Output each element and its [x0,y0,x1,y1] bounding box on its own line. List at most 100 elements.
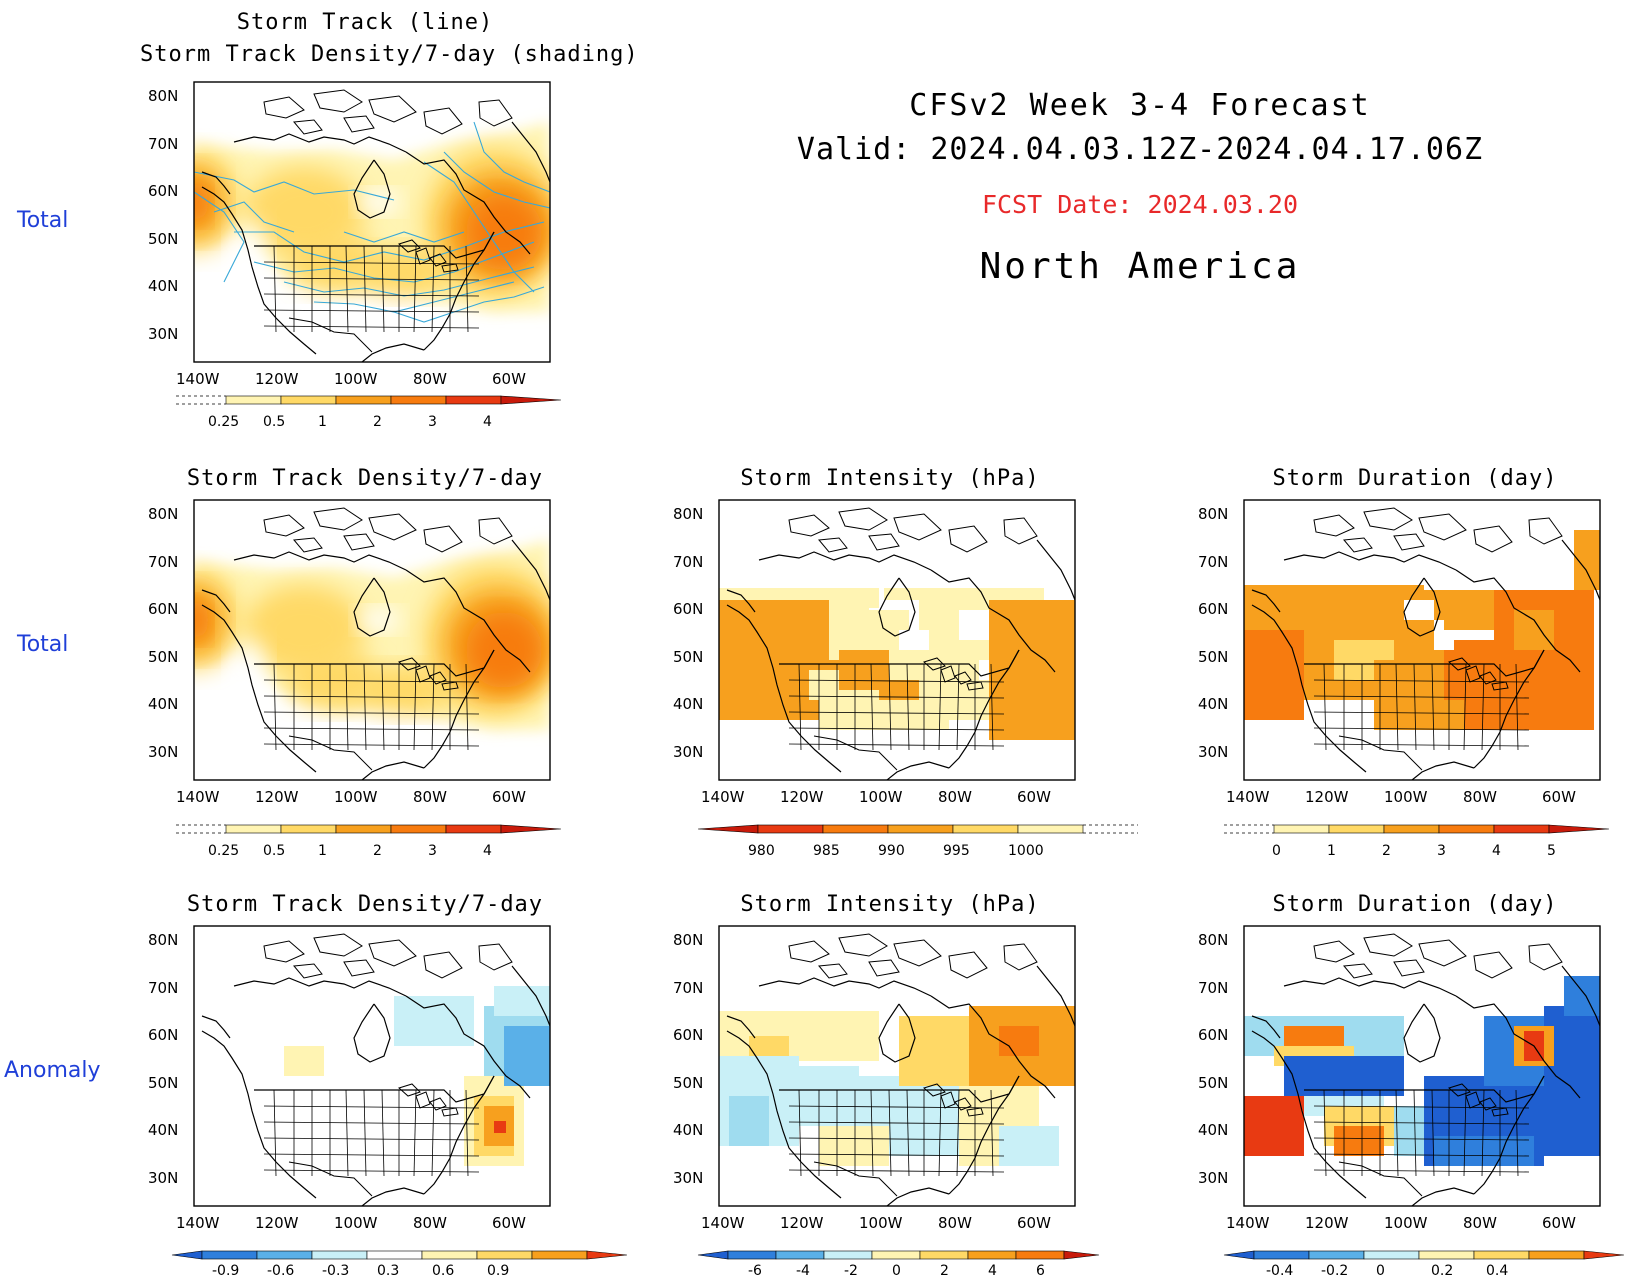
p32-lon-label: 120W [780,1214,824,1232]
p21-lat-label: 70N [148,552,179,571]
colorbar-tick-label: 6 [1036,1263,1045,1279]
map-storm-track-total [193,81,551,363]
colorbar-tick-label: 985 [813,843,840,859]
colorbar-tick-label: 4 [483,843,492,859]
p22-lat-label: 30N [673,742,704,761]
fcst-date: FCST Date: 2024.03.20 [981,190,1299,219]
p31-lat-label: 70N [148,978,179,997]
colorbar-track-density-1 [176,395,562,405]
p31-lat-label: 40N [148,1121,179,1139]
p31-lat-label: 50N [148,1073,179,1092]
panel-title-duration-anomaly: Storm Duration (day) [1272,892,1558,917]
p22-lat-label: 70N [673,552,704,571]
colorbar-tick-label: 990 [878,843,905,859]
colorbar-intensity [697,824,1138,834]
p23-lon-label: 100W [1384,788,1428,806]
p31-lat-label: 80N [148,931,179,949]
p11-lat-label: 60N [148,182,179,200]
p23-lat-label: 80N [1198,505,1229,523]
valid-period: Valid: 2024.04.03.12Z-2024.04.17.06Z [796,132,1484,167]
row-label-total-2: Total [17,632,69,657]
p11-lon-label: 60W [492,370,526,388]
p21-lat-label: 50N [148,647,179,666]
map-duration-anomaly [1243,925,1601,1207]
p33-lon-label: 140W [1226,1214,1270,1232]
colorbar-tick-label: 5 [1547,843,1556,859]
map-intensity-anomaly [718,925,1076,1207]
colorbar-tick-label: 3 [428,414,437,430]
p22-lon-label: 60W [1017,788,1051,806]
colorbar-density-anomaly [171,1250,628,1260]
region-name: North America [979,246,1301,287]
p21-lat-label: 80N [148,505,179,523]
colorbar-tick-label: 2 [1382,843,1391,859]
p11-lat-label: 30N [148,324,179,343]
p22-lon-label: 100W [859,788,903,806]
colorbar-tick-label: 995 [943,843,970,859]
colorbar-tick-label: -0.9 [212,1263,240,1279]
p11-lon-label: 140W [176,370,220,388]
p23-lon-label: 140W [1226,788,1270,806]
p23-lat-label: 30N [1198,742,1229,761]
p23-lon-label: 60W [1542,788,1576,806]
colorbar-tick-label: 0.25 [208,414,240,430]
p21-lat-label: 30N [148,742,179,761]
colorbar-tick-label: -0.6 [267,1263,295,1279]
colorbar-tick-label: 0.2 [1431,1263,1454,1279]
p33-lon-label: 100W [1384,1214,1428,1232]
colorbar-tick-label: 0.9 [487,1263,510,1279]
p33-lat-label: 50N [1198,1073,1229,1092]
p33-lat-label: 70N [1198,978,1229,997]
colorbar-tick-label: 3 [1437,843,1446,859]
p21-lat-label: 40N [148,695,179,713]
colorbar-tick-label: 0 [892,1263,901,1279]
colorbar-tick-label: -6 [748,1263,762,1279]
p22-lat-label: 80N [673,505,704,523]
p22-lat-label: 60N [673,600,704,618]
colorbar-track-density-2 [176,824,562,834]
p31-lon-label: 140W [176,1214,220,1232]
p23-lon-label: 120W [1305,788,1349,806]
colorbar-tick-label: 1000 [1008,843,1044,859]
p32-lat-label: 70N [673,978,704,997]
p11-lon-label: 120W [255,370,299,388]
row-label-total-1: Total [17,208,69,233]
p33-lon-label: 120W [1305,1214,1349,1232]
panel-title-density-total: Storm Track Density/7-day [186,466,544,491]
panel-title-track-line: Storm Track (line) [236,10,494,35]
p33-lat-label: 60N [1198,1026,1229,1044]
p32-lat-label: 60N [673,1026,704,1044]
panel-title-intensity-total: Storm Intensity (hPa) [740,466,1040,491]
p32-lat-label: 40N [673,1121,704,1139]
colorbar-tick-label: -2 [844,1263,858,1279]
p33-lat-label: 30N [1198,1168,1229,1187]
colorbar-tick-label: 4 [483,414,492,430]
colorbar-tick-label: 0.3 [377,1263,400,1279]
colorbar-tick-label: 4 [988,1263,997,1279]
p31-lon-label: 120W [255,1214,299,1232]
p22-lon-label: 140W [701,788,745,806]
row-label-anomaly: Anomaly [4,1058,101,1083]
p23-lat-label: 70N [1198,552,1229,571]
p11-lat-label: 70N [148,134,179,153]
colorbar-tick-label: 2 [373,843,382,859]
colorbar-tick-label: -4 [796,1263,810,1279]
map-track-density-anomaly [193,925,551,1207]
colorbar-tick-label: 1 [1327,843,1336,859]
colorbar-tick-label: 1 [318,414,327,430]
colorbar-tick-label: 980 [748,843,775,859]
p21-lon-label: 120W [255,788,299,806]
panel-title-intensity-anomaly: Storm Intensity (hPa) [740,892,1040,917]
colorbar-tick-label: 4 [1492,843,1501,859]
p32-lon-label: 140W [701,1214,745,1232]
p31-lat-label: 30N [148,1168,179,1187]
map-intensity-total [718,499,1076,781]
colorbar-tick-label: 3 [428,843,437,859]
colorbar-tick-label: 1 [318,843,327,859]
p22-lat-label: 40N [673,695,704,713]
forecast-title: CFSv2 Week 3-4 Forecast [909,88,1371,123]
colorbar-tick-label: 0.5 [263,843,286,859]
colorbar-intensity-anomaly [697,1250,1100,1260]
p21-lon-label: 140W [176,788,220,806]
